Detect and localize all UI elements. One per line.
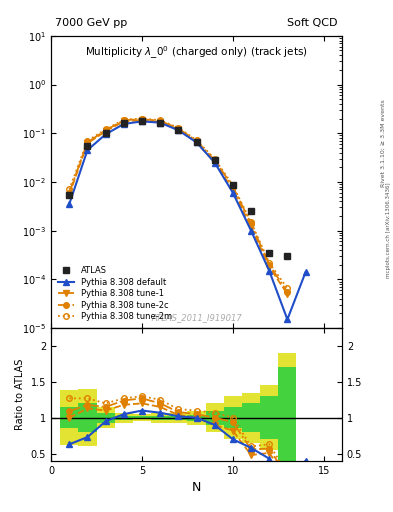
Pythia 8.308 tune-1 [212, 159, 217, 165]
Line: Pythia 8.308 tune-2c: Pythia 8.308 tune-2c [66, 116, 290, 295]
Line: Pythia 8.308 default: Pythia 8.308 default [66, 119, 309, 322]
Pythia 8.308 default [85, 147, 90, 153]
Pythia 8.308 default [121, 121, 126, 127]
Line: ATLAS: ATLAS [66, 118, 291, 260]
ATLAS [121, 120, 126, 126]
Pythia 8.308 tune-2c [121, 117, 126, 123]
Pythia 8.308 tune-2c [249, 221, 253, 227]
Pythia 8.308 default [212, 159, 217, 165]
Pythia 8.308 default [267, 268, 272, 274]
Pythia 8.308 tune-2c [267, 262, 272, 268]
Pythia 8.308 default [67, 201, 72, 207]
Pythia 8.308 default [194, 139, 199, 145]
Y-axis label: Ratio to ATLAS: Ratio to ATLAS [15, 359, 25, 430]
Pythia 8.308 tune-1 [103, 128, 108, 134]
Pythia 8.308 tune-2m [140, 116, 144, 122]
Text: Multiplicity $\lambda\_0^0$ (charged only) (track jets): Multiplicity $\lambda\_0^0$ (charged onl… [85, 45, 308, 61]
Pythia 8.308 tune-2c [67, 189, 72, 196]
Text: 7000 GeV pp: 7000 GeV pp [55, 18, 127, 28]
Pythia 8.308 tune-1 [140, 117, 144, 123]
Pythia 8.308 tune-2m [285, 285, 290, 291]
Pythia 8.308 tune-1 [194, 139, 199, 145]
Text: Rivet 3.1.10; ≥ 3.3M events: Rivet 3.1.10; ≥ 3.3M events [381, 99, 386, 187]
ATLAS [249, 208, 253, 215]
Pythia 8.308 default [176, 127, 181, 133]
Pythia 8.308 tune-2m [103, 126, 108, 133]
Pythia 8.308 default [158, 120, 163, 126]
Legend: ATLAS, Pythia 8.308 default, Pythia 8.308 tune-1, Pythia 8.308 tune-2c, Pythia 8: ATLAS, Pythia 8.308 default, Pythia 8.30… [55, 264, 175, 324]
Pythia 8.308 tune-1 [285, 291, 290, 297]
Text: mcplots.cern.ch [arXiv:1306.3436]: mcplots.cern.ch [arXiv:1306.3436] [386, 183, 391, 278]
Pythia 8.308 tune-2m [85, 138, 90, 144]
Pythia 8.308 tune-1 [231, 186, 235, 193]
Pythia 8.308 tune-1 [158, 119, 163, 125]
Pythia 8.308 tune-2c [158, 118, 163, 124]
Pythia 8.308 tune-2c [194, 138, 199, 144]
Pythia 8.308 default [285, 316, 290, 323]
Pythia 8.308 tune-2c [176, 125, 181, 132]
Pythia 8.308 tune-2m [249, 219, 253, 225]
Pythia 8.308 tune-2c [103, 127, 108, 133]
Pythia 8.308 tune-2m [158, 117, 163, 123]
ATLAS [231, 182, 235, 188]
Pythia 8.308 tune-2c [231, 184, 235, 190]
Pythia 8.308 default [103, 131, 108, 137]
Pythia 8.308 tune-1 [67, 191, 72, 198]
Pythia 8.308 tune-2m [67, 186, 72, 193]
Text: Soft QCD: Soft QCD [288, 18, 338, 28]
Pythia 8.308 tune-2m [231, 182, 235, 188]
ATLAS [158, 120, 163, 126]
Pythia 8.308 tune-1 [267, 264, 272, 270]
Pythia 8.308 tune-2m [194, 137, 199, 143]
Pythia 8.308 tune-1 [249, 224, 253, 230]
ATLAS [103, 130, 108, 136]
Pythia 8.308 tune-1 [85, 140, 90, 146]
Pythia 8.308 tune-2m [267, 260, 272, 266]
Pythia 8.308 tune-2m [212, 156, 217, 162]
ATLAS [176, 127, 181, 133]
ATLAS [140, 118, 144, 124]
Pythia 8.308 tune-2c [285, 289, 290, 295]
Pythia 8.308 tune-2m [176, 124, 181, 131]
ATLAS [67, 191, 72, 198]
ATLAS [85, 143, 90, 149]
Pythia 8.308 tune-2c [212, 157, 217, 163]
Text: ATLAS_2011_I919017: ATLAS_2011_I919017 [151, 313, 242, 322]
Line: Pythia 8.308 tune-1: Pythia 8.308 tune-1 [66, 117, 290, 297]
Line: Pythia 8.308 tune-2m: Pythia 8.308 tune-2m [66, 116, 290, 291]
ATLAS [212, 157, 217, 163]
Pythia 8.308 tune-2c [85, 139, 90, 145]
Pythia 8.308 default [231, 189, 235, 196]
Pythia 8.308 tune-2m [121, 117, 126, 123]
ATLAS [285, 253, 290, 259]
Pythia 8.308 default [140, 118, 144, 124]
Pythia 8.308 tune-1 [176, 126, 181, 133]
Pythia 8.308 tune-2c [140, 116, 144, 122]
ATLAS [194, 139, 199, 145]
Pythia 8.308 default [303, 269, 308, 275]
Pythia 8.308 default [249, 227, 253, 233]
ATLAS [267, 250, 272, 256]
X-axis label: N: N [192, 481, 201, 494]
Pythia 8.308 tune-1 [121, 118, 126, 124]
